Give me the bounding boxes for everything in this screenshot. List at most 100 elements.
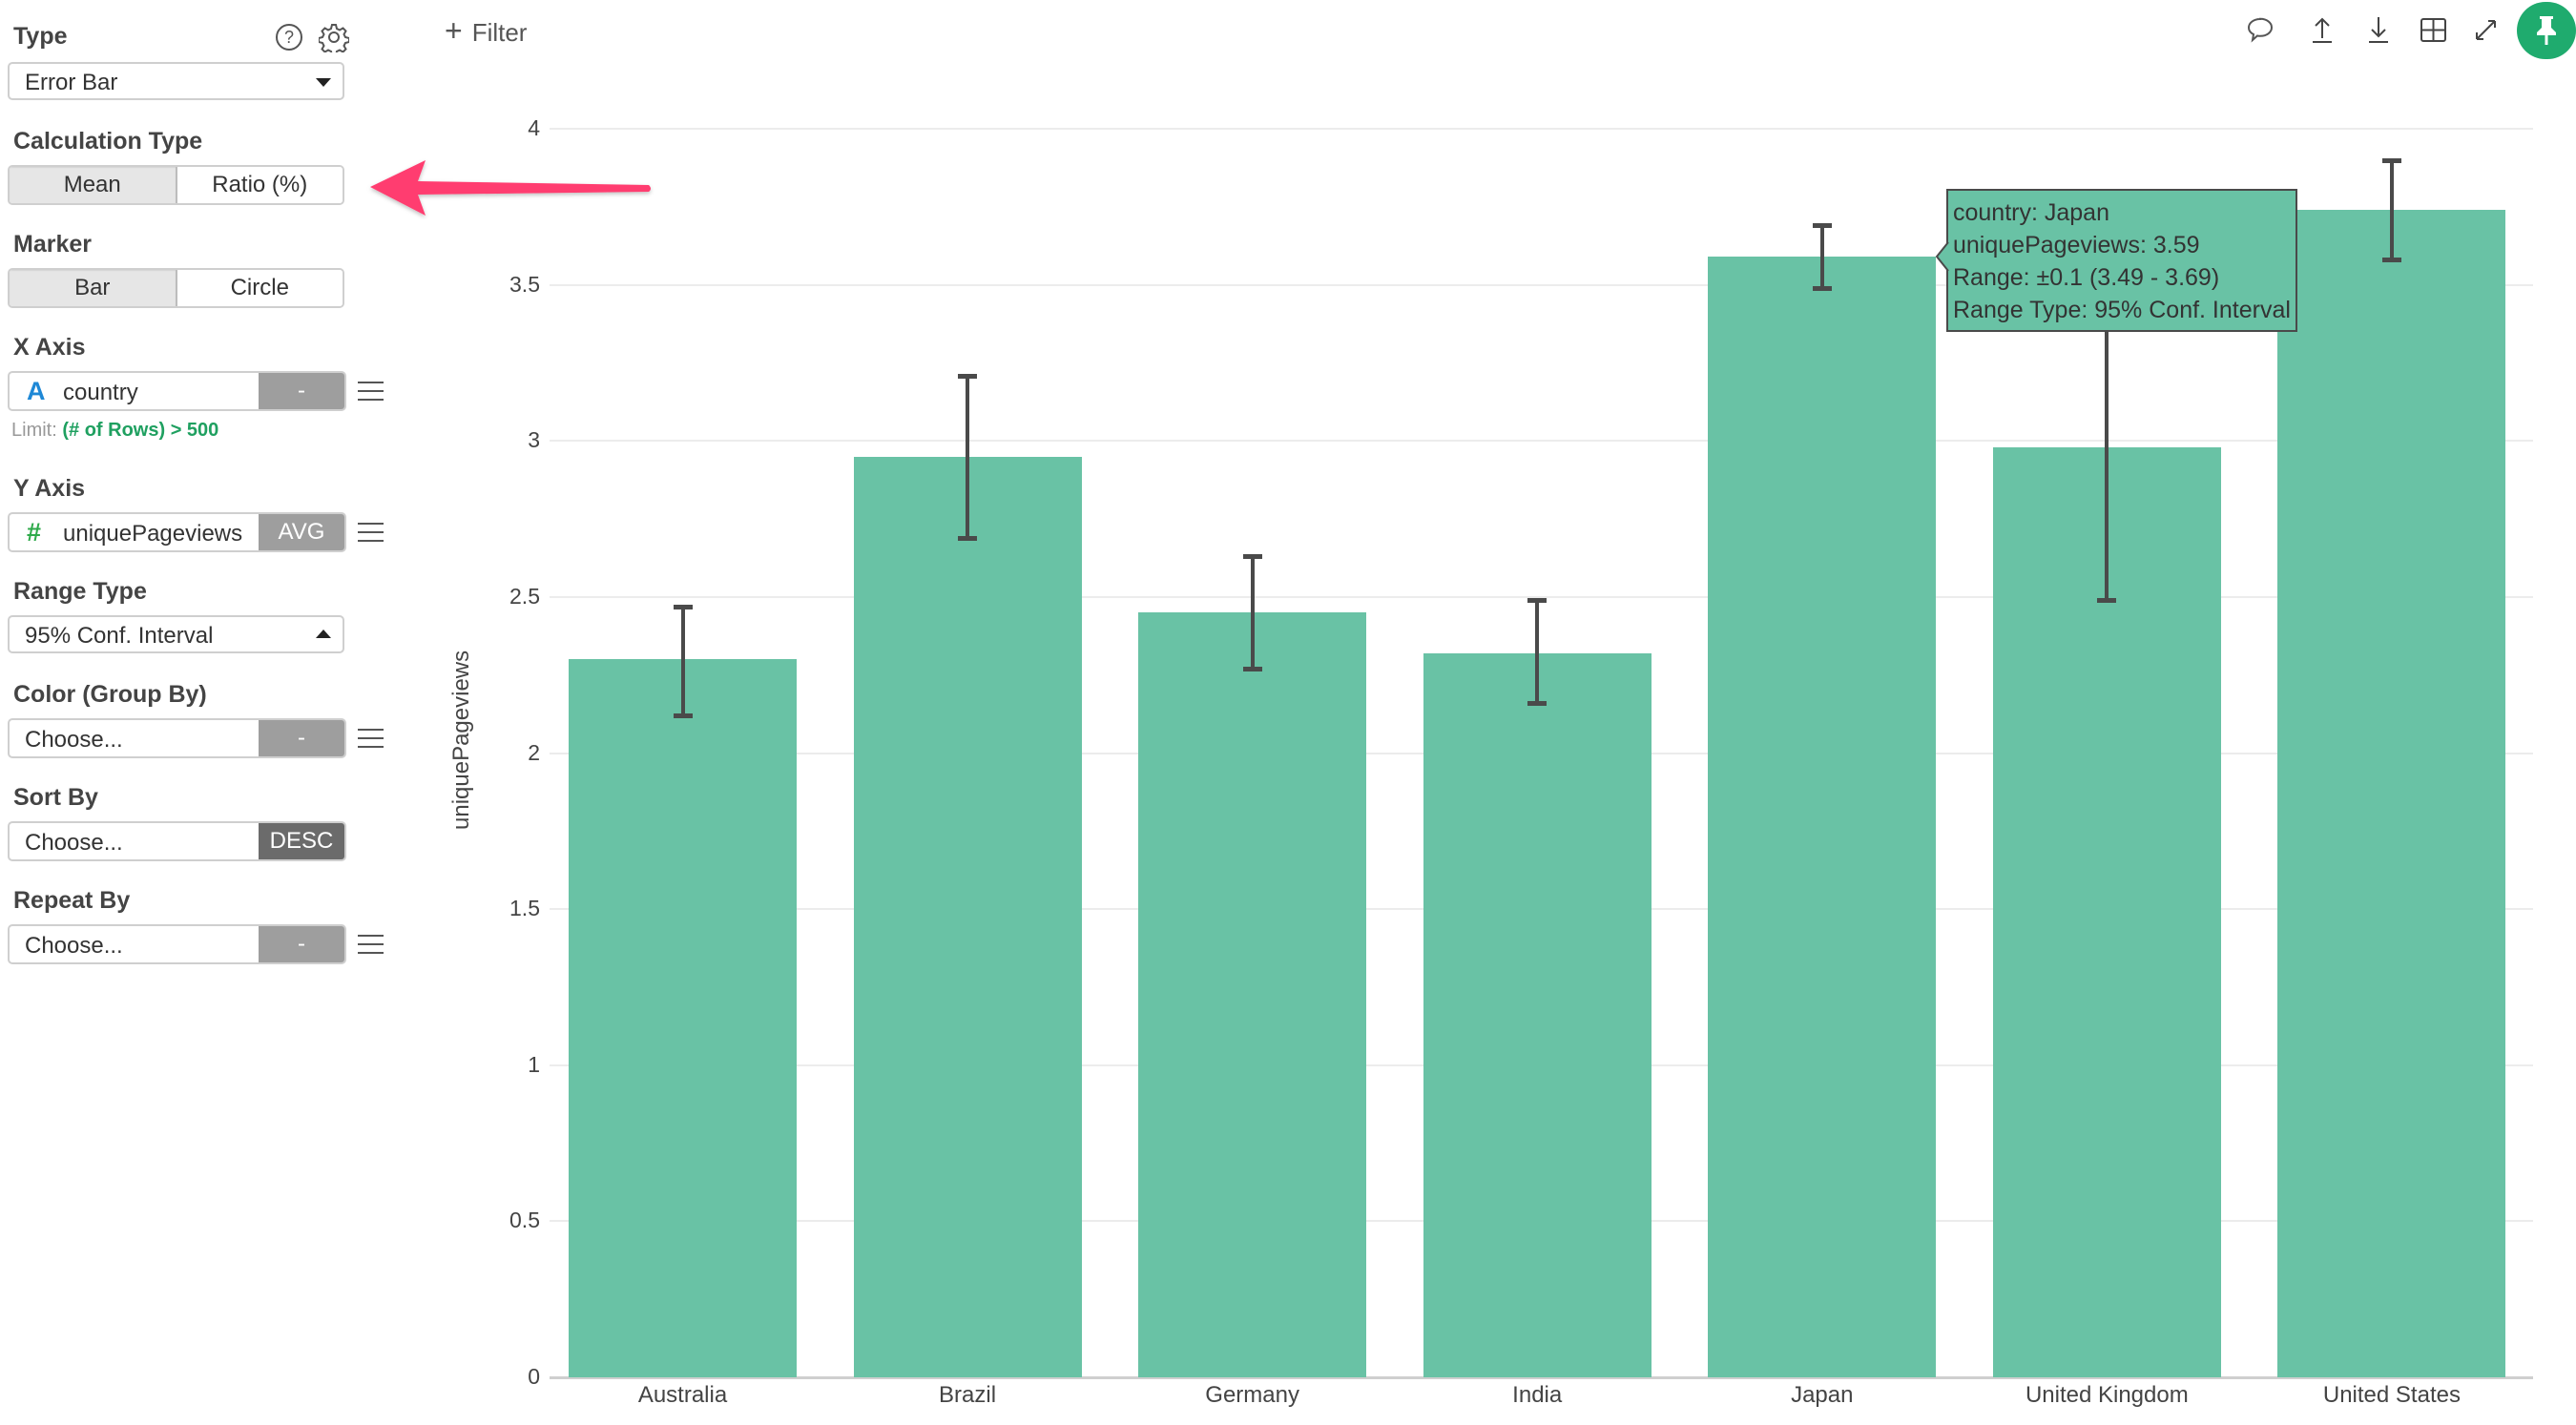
calc-type-mean-option[interactable]: Mean — [10, 167, 177, 203]
marker-bar-option[interactable]: Bar — [10, 270, 177, 306]
number-type-icon: # — [27, 518, 42, 547]
error-bar — [680, 606, 685, 716]
color-menu-icon[interactable] — [358, 729, 384, 748]
add-filter-button[interactable]: + Filter — [445, 13, 527, 49]
x-axis-menu-icon[interactable] — [358, 382, 384, 401]
tooltip-line-value: uniquePageviews: 3.59 — [1953, 232, 2200, 258]
x-tick-label: United Kingdom — [2025, 1382, 2189, 1408]
error-bar — [1819, 225, 1824, 288]
error-bar-cap — [2381, 157, 2401, 163]
x-axis-label: X Axis — [13, 334, 86, 361]
error-bar — [966, 375, 970, 538]
annotation-arrow-icon — [370, 160, 651, 216]
table-icon[interactable] — [2417, 13, 2449, 46]
tooltip-line-range: Range: ±0.1 (3.49 - 3.69) — [1953, 264, 2220, 291]
download-icon[interactable] — [2362, 13, 2395, 46]
svg-text:?: ? — [284, 28, 294, 47]
y-tick-label: 2 — [528, 739, 540, 765]
repeat-by-field[interactable]: Choose... - — [8, 924, 346, 964]
bar-united-states[interactable] — [2277, 210, 2506, 1377]
text-type-icon: A — [27, 377, 46, 405]
repeat-by-label: Repeat By — [13, 887, 131, 914]
sort-by-label: Sort By — [13, 784, 98, 811]
repeat-by-menu-icon[interactable] — [358, 935, 384, 954]
upload-icon[interactable] — [2306, 13, 2338, 46]
type-select-value: Error Bar — [25, 70, 118, 95]
tooltip-line-range-type: Range Type: 95% Conf. Interval — [1953, 297, 2291, 323]
marker-toggle: Bar Circle — [8, 268, 344, 308]
bar-brazil[interactable] — [853, 456, 1082, 1377]
error-bar-cap — [673, 604, 693, 609]
bar-japan[interactable] — [1708, 257, 1937, 1377]
repeat-by-placeholder: Choose... — [25, 933, 123, 959]
error-bar-cap — [1527, 598, 1548, 604]
y-tick-label: 2.5 — [509, 583, 540, 609]
type-label: Type — [13, 23, 68, 50]
x-tick-label: Germany — [1205, 1382, 1299, 1408]
gridline — [550, 440, 2533, 443]
gear-icon[interactable] — [319, 22, 349, 52]
y-axis-aggregation-button[interactable]: AVG — [259, 514, 344, 550]
error-bar — [1250, 556, 1255, 670]
bar-india[interactable] — [1423, 652, 1652, 1377]
x-tick-label: Australia — [637, 1382, 728, 1408]
y-tick-label: 0 — [528, 1364, 540, 1389]
color-group-by-placeholder: Choose... — [25, 727, 123, 753]
error-bar-cap — [1812, 223, 1832, 229]
error-bar — [1535, 600, 1540, 704]
error-bar-cap — [958, 535, 978, 541]
range-type-select[interactable]: 95% Conf. Interval — [8, 615, 344, 653]
x-tick-label: Brazil — [939, 1382, 997, 1408]
error-bar-cap — [2097, 598, 2117, 604]
calc-type-ratio-option[interactable]: Ratio (%) — [177, 167, 343, 203]
sort-by-placeholder: Choose... — [25, 830, 123, 856]
y-tick-label: 3 — [528, 427, 540, 453]
bar-australia[interactable] — [569, 659, 797, 1377]
x-axis-field[interactable]: A country - — [8, 371, 346, 411]
error-bar-cap — [673, 713, 693, 719]
y-tick-label: 0.5 — [509, 1208, 540, 1233]
gridline — [550, 283, 2533, 286]
filter-label: Filter — [471, 18, 528, 47]
tooltip-pointer — [1935, 242, 1949, 271]
y-axis-title: uniquePageviews — [448, 650, 474, 830]
gridline — [550, 595, 2533, 598]
color-group-by-field[interactable]: Choose... - — [8, 718, 346, 758]
chart-tooltip: country: Japan uniquePageviews: 3.59 Ran… — [1946, 189, 2297, 332]
type-select[interactable]: Error Bar — [8, 62, 344, 100]
repeat-by-button[interactable]: - — [259, 926, 344, 962]
error-bar — [2389, 159, 2394, 260]
x-axis-aggregation-button[interactable]: - — [259, 373, 344, 409]
y-axis-field[interactable]: # uniquePageviews AVG — [8, 512, 346, 552]
pin-button[interactable] — [2517, 2, 2576, 59]
y-axis-menu-icon[interactable] — [358, 523, 384, 542]
error-bar-cap — [1242, 667, 1262, 672]
error-bar-cap — [1812, 285, 1832, 291]
limit-value-link[interactable]: (# of Rows) > 500 — [62, 420, 219, 441]
range-type-select-value: 95% Conf. Interval — [25, 623, 214, 649]
error-bar-cap — [2381, 258, 2401, 263]
y-axis-field-value: uniquePageviews — [63, 521, 243, 547]
marker-circle-option[interactable]: Circle — [177, 270, 343, 306]
y-tick-label: 3.5 — [509, 271, 540, 297]
y-axis-label: Y Axis — [13, 475, 86, 502]
x-tick-label: Japan — [1791, 1382, 1854, 1408]
gridline — [550, 128, 2533, 130]
limit-prefix: Limit: — [11, 420, 57, 441]
x-tick-label: India — [1512, 1382, 1563, 1408]
caret-up-icon — [316, 630, 331, 638]
x-axis-limit[interactable]: Limit: (# of Rows) > 500 — [11, 420, 218, 442]
pin-icon — [2537, 16, 2556, 45]
sort-by-field[interactable]: Choose... DESC — [8, 821, 346, 861]
bar-germany[interactable] — [1138, 612, 1367, 1377]
error-bar — [2105, 291, 2109, 601]
question-circle-icon[interactable]: ? — [275, 23, 303, 52]
expand-icon[interactable] — [2469, 13, 2502, 46]
sort-order-button[interactable]: DESC — [259, 823, 344, 859]
color-group-by-label: Color (Group By) — [13, 681, 207, 708]
caret-down-icon — [316, 78, 331, 87]
comment-icon[interactable] — [2244, 13, 2276, 46]
y-tick-label: 1 — [528, 1051, 540, 1077]
plus-icon: + — [445, 13, 463, 48]
color-group-by-button[interactable]: - — [259, 720, 344, 756]
